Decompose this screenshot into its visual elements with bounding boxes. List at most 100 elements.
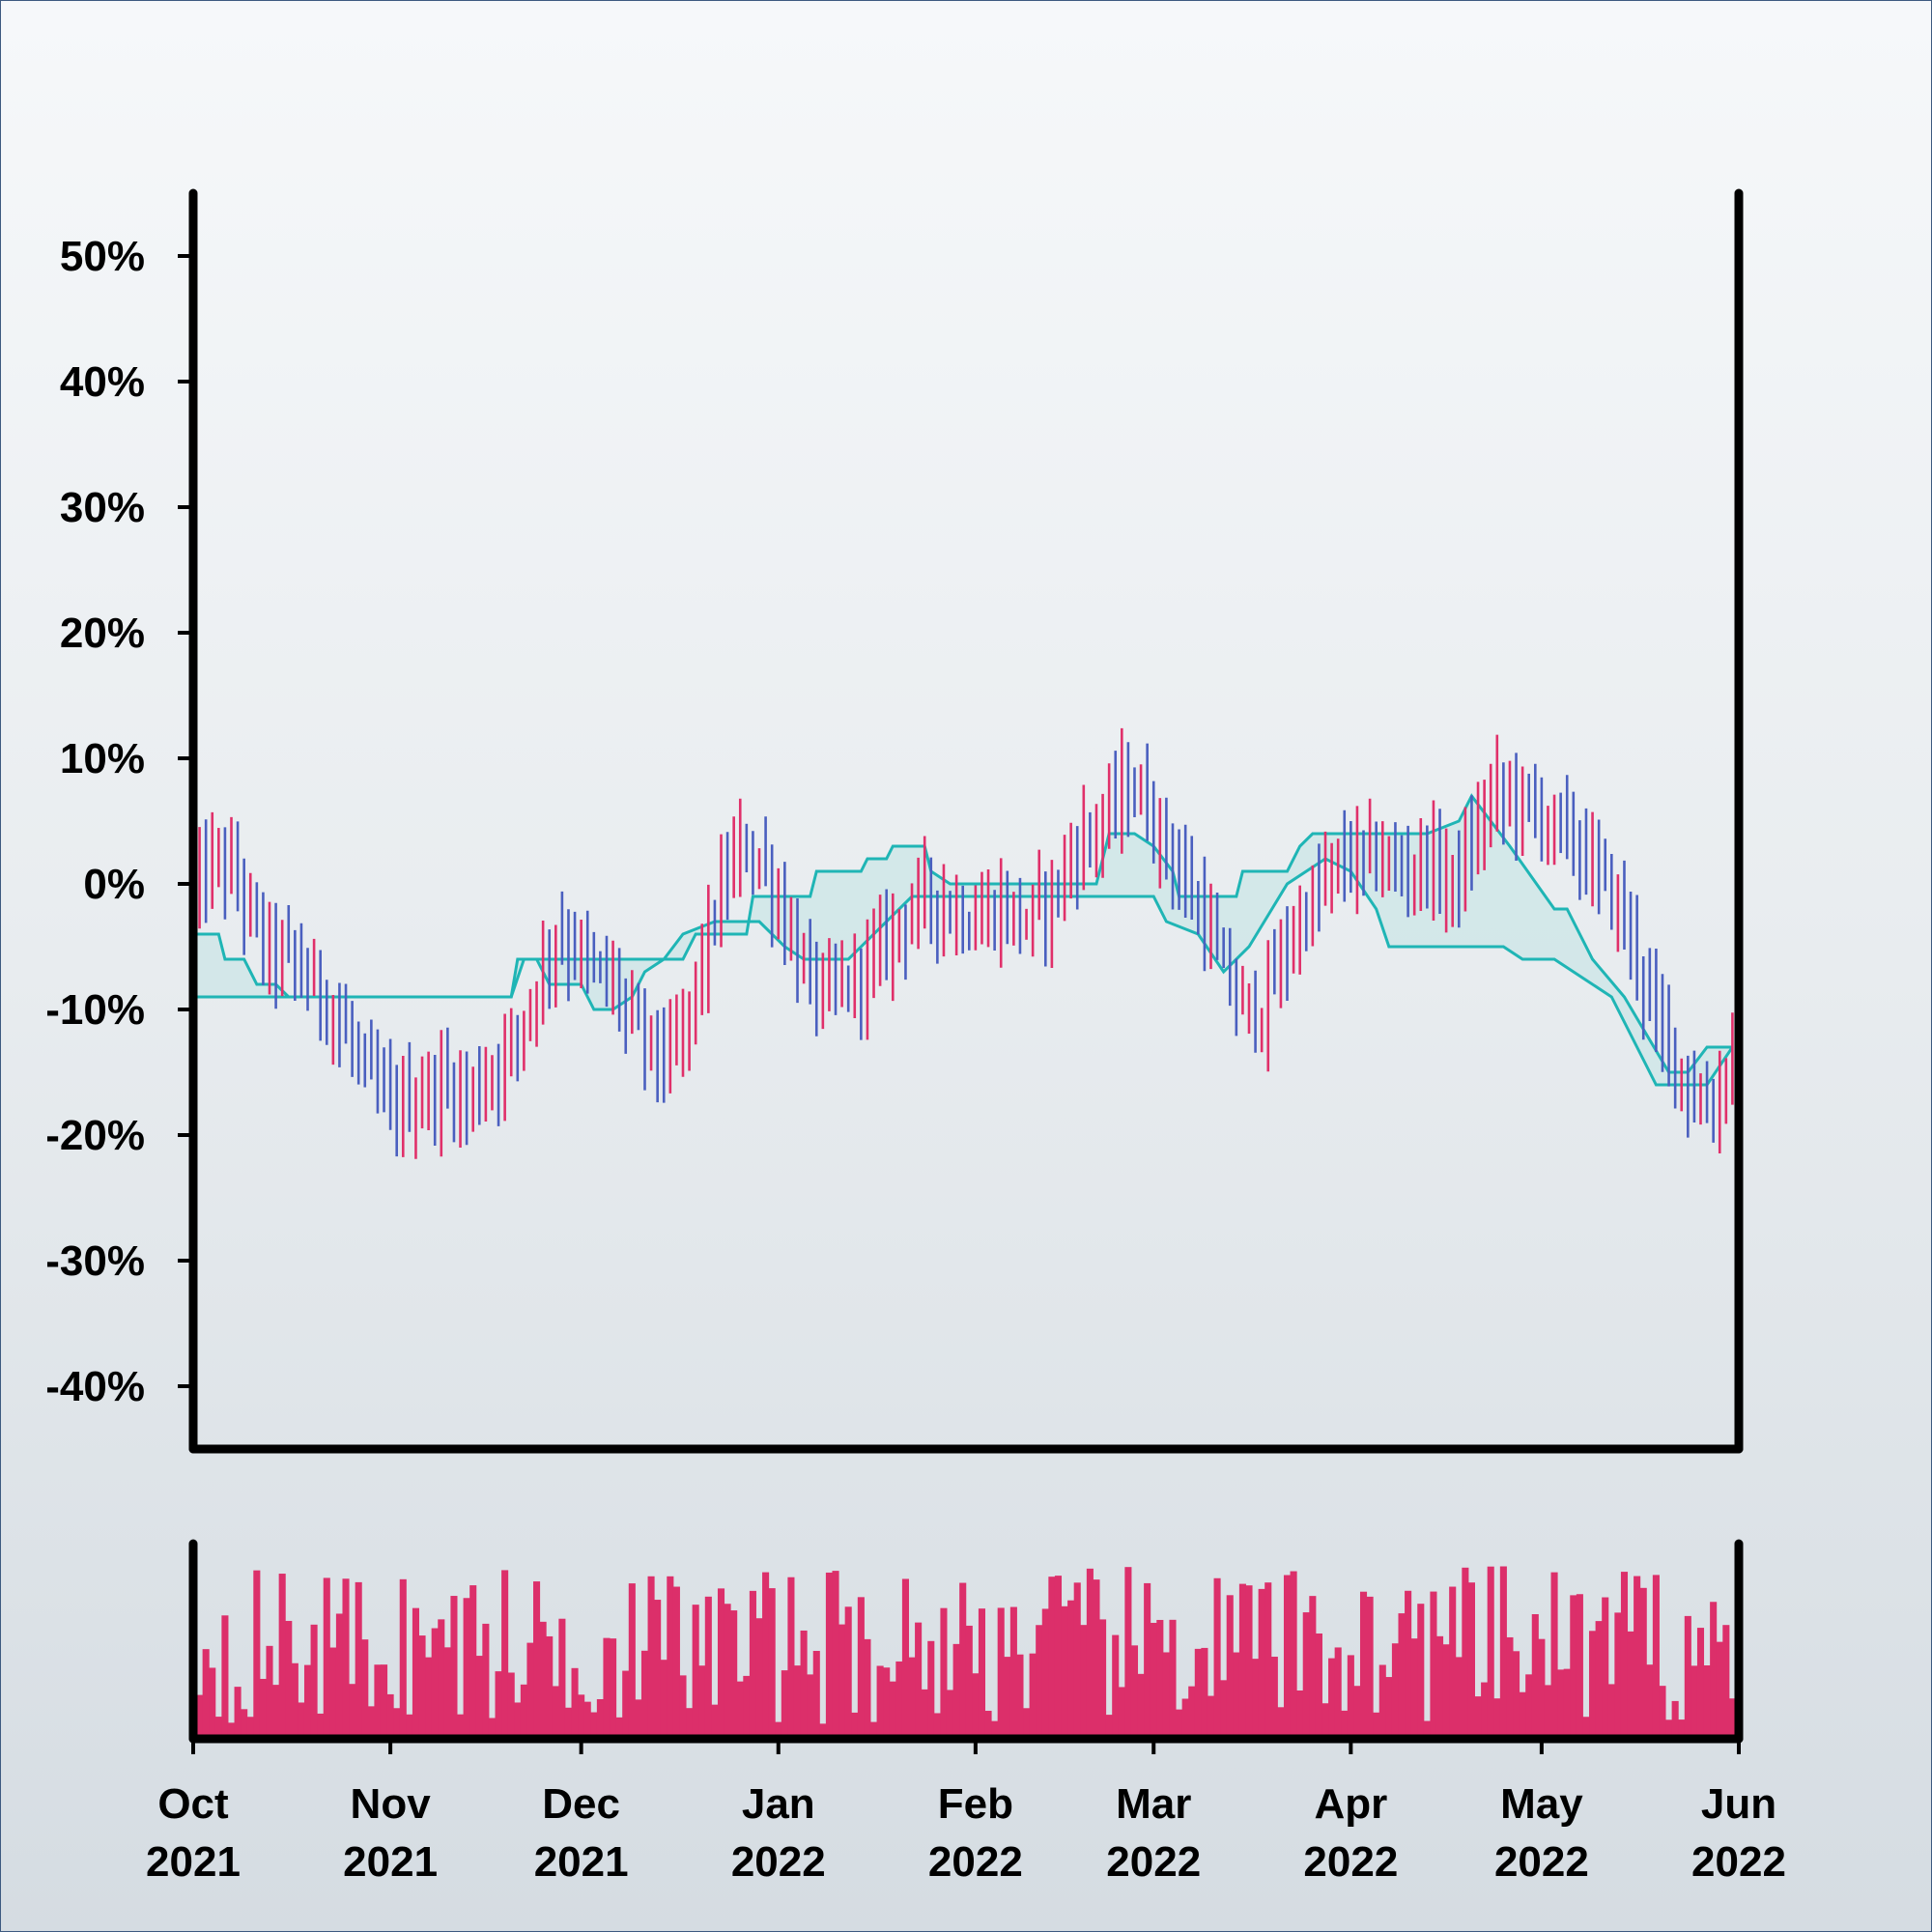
y-tick-label: 10% [60,735,145,782]
volume-bar [1449,1586,1457,1739]
volume-bar [374,1664,382,1739]
volume-bar [227,1722,236,1739]
volume-bar [635,1699,642,1739]
volume-bar [221,1615,229,1739]
y-tick-label: 40% [60,358,145,406]
volume-bar [869,1721,878,1739]
volume-bar [1023,1708,1031,1739]
x-tick-month-label: Jan [742,1780,815,1828]
volume-bar [622,1670,630,1739]
volume-bar [1105,1715,1113,1739]
volume-bar [539,1621,547,1739]
volume-bar [1086,1568,1094,1739]
volume-bar [259,1678,267,1739]
y-tick-label: -30% [45,1237,145,1285]
volume-bar [1423,1720,1431,1739]
volume-bar [1144,1582,1151,1739]
volume-bar [1455,1657,1463,1739]
volume-bar [1233,1652,1240,1739]
volume-bar [883,1667,891,1739]
volume-bar [1442,1644,1450,1739]
y-axis: -40% -30% -20% -10% 0% 10% 20% 30% 40% 50% [45,233,193,1410]
volume-bar [1557,1669,1565,1739]
volume-bar [241,1709,248,1739]
volume-bar [615,1717,623,1739]
volume-bar [1589,1631,1597,1739]
volume-bar [1029,1653,1037,1739]
volume-bar [908,1657,916,1739]
volume-bar [469,1585,477,1739]
volume-bar [864,1638,871,1739]
volume-bar [335,1613,343,1739]
x-tick-month-label: Nov [351,1780,432,1828]
volume-bar [266,1645,273,1739]
ohlc-layer [191,727,1734,1159]
volume-bar [578,1694,585,1739]
volume-bar [1220,1680,1228,1739]
volume-bar [1347,1655,1354,1739]
volume-bar [596,1698,604,1739]
volume-bar [736,1681,744,1739]
volume-bar [1073,1582,1081,1739]
volume-bar [361,1639,369,1739]
volume-bar [972,1673,980,1739]
volume-bar [851,1712,859,1739]
volume-bar [1238,1583,1246,1739]
volume-bar [1296,1690,1304,1739]
volume-bar [501,1570,509,1739]
volume-bar [1067,1600,1075,1739]
volume-bar [443,1647,451,1739]
volume-bar [1283,1575,1292,1739]
x-tick-month-label: Dec [542,1780,620,1828]
volume-bar [1665,1719,1673,1739]
x-tick-year-label: 2021 [146,1838,241,1886]
volume-bar [475,1656,483,1739]
volume-bar [921,1689,928,1739]
volume-bar [1130,1645,1139,1739]
x-tick-month-label: Feb [938,1780,1013,1828]
volume-bar [590,1712,598,1739]
volume-bar [672,1586,680,1739]
volume-bar [349,1684,356,1739]
volume-bar [1614,1612,1622,1739]
volume-bar [610,1638,617,1739]
volume-bar [246,1717,254,1739]
volume-bar [1359,1591,1368,1739]
volume-bar [876,1665,884,1739]
volume-bar [1690,1665,1698,1739]
volume-bar [1245,1585,1253,1739]
volume-bar [1099,1619,1107,1739]
volume-bar [418,1635,426,1739]
volume-bar [323,1577,330,1739]
volume-bar [704,1596,712,1739]
volume-bar [507,1672,515,1739]
volume-bar [1041,1608,1049,1739]
x-tick-month-label: Oct [157,1780,229,1828]
volume-bar [952,1643,960,1739]
volume-bar [1634,1576,1641,1739]
volume-bar [1646,1664,1654,1739]
volume-bar [1550,1572,1558,1739]
volume-bar [1506,1636,1514,1739]
volume-bar [1036,1625,1043,1739]
x-tick-year-label: 2022 [1106,1838,1201,1886]
volume-bar [253,1570,261,1739]
volume-bar [412,1607,419,1739]
volume-bar [838,1624,846,1739]
volume-bar [1538,1638,1546,1739]
volume-bar [1716,1641,1723,1739]
volume-bar [1061,1605,1068,1739]
volume-bar [1710,1602,1718,1739]
volume-bar [1570,1595,1577,1739]
volume-bar [667,1576,674,1739]
volume-bar [463,1598,470,1739]
y-tick-label: -40% [45,1363,145,1410]
volume-bar [393,1708,401,1739]
volume-bar [1378,1664,1386,1739]
volume-bar [832,1571,839,1739]
volume-bar [1525,1674,1533,1739]
volume-bar [1703,1664,1711,1739]
volume-bar [1252,1659,1260,1739]
volume-bar [1009,1606,1017,1739]
x-tick-year-label: 2021 [534,1838,629,1886]
